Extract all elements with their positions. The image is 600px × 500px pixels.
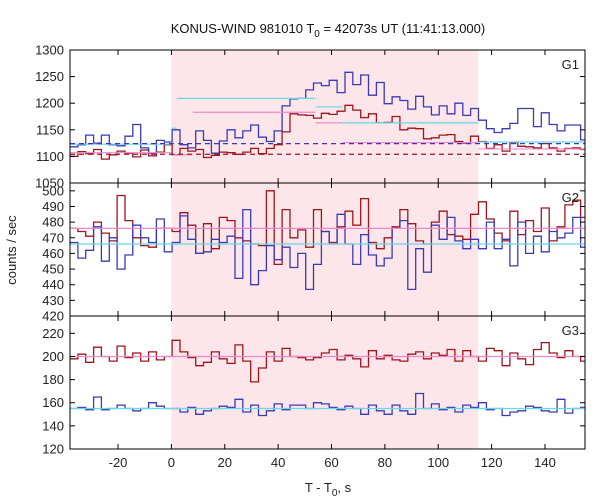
series-layer bbox=[70, 71, 585, 417]
ytick-label-G1-1100: 1100 bbox=[36, 149, 64, 164]
highlight-band-G2 bbox=[171, 183, 479, 316]
xtick-label-120: 120 bbox=[481, 455, 503, 470]
xtick-label-100: 100 bbox=[427, 455, 449, 470]
xtick-label-60: 60 bbox=[324, 455, 338, 470]
ytick-label-G2-450: 450 bbox=[42, 262, 64, 277]
ytick-label-G3-160: 160 bbox=[42, 395, 64, 410]
panel-G1-series bbox=[70, 71, 585, 160]
series-G2-blue-histogram bbox=[70, 208, 585, 291]
panel-label-G2: G2 bbox=[562, 190, 579, 205]
ytick-label-G3-200: 200 bbox=[42, 349, 64, 364]
ytick-label-G3-220: 220 bbox=[42, 326, 64, 341]
panel-G3-series bbox=[70, 339, 585, 417]
ytick-label-G1-1300: 1300 bbox=[35, 43, 64, 58]
ytick-label-G2-430: 430 bbox=[42, 293, 64, 308]
panel-G2-series bbox=[70, 190, 585, 291]
xtick-label-40: 40 bbox=[271, 455, 285, 470]
panel-label-G3: G3 bbox=[562, 323, 579, 338]
ytick-label-G2-480: 480 bbox=[42, 215, 64, 230]
series-G3-red-histogram bbox=[70, 339, 585, 383]
tick-labels: 105011001150120012501300G142043044045046… bbox=[35, 43, 579, 471]
ytick-label-G3-180: 180 bbox=[42, 372, 64, 387]
axes-frames bbox=[69, 49, 586, 450]
ytick-label-G3-140: 140 bbox=[42, 418, 64, 433]
ytick-label-G3-120: 120 bbox=[42, 442, 64, 457]
ytick-label-G1-1200: 1200 bbox=[35, 96, 64, 111]
highlight-band-G1 bbox=[171, 50, 479, 183]
xtick-label-20: 20 bbox=[218, 455, 232, 470]
y-axis-label: counts / sec bbox=[4, 215, 19, 285]
ytick-label-G1-1250: 1250 bbox=[35, 69, 64, 84]
ytick-label-G2-470: 470 bbox=[42, 230, 64, 245]
x-axis-label: T - T0, s bbox=[305, 480, 352, 499]
ytick-label-G2-420: 420 bbox=[42, 309, 64, 324]
chart-title: KONUS-WIND 981010 T0 = 42073s UT (11:41:… bbox=[171, 21, 485, 40]
panel-frame-G3 bbox=[69, 315, 586, 450]
series-G1-blue-histogram bbox=[70, 71, 585, 154]
ytick-label-G2-490: 490 bbox=[42, 199, 64, 214]
ytick-label-G2-440: 440 bbox=[42, 277, 64, 292]
xtick-label-0: 0 bbox=[168, 455, 175, 470]
highlight-band-G3 bbox=[171, 316, 479, 449]
ytick-label-G2-500: 500 bbox=[42, 183, 64, 198]
panel-label-G1: G1 bbox=[562, 57, 579, 72]
ytick-label-G1-1050: 1050 bbox=[35, 176, 64, 191]
xtick-label--20: -20 bbox=[109, 455, 128, 470]
highlight-region bbox=[171, 50, 479, 449]
ytick-label-G1-1150: 1150 bbox=[36, 122, 64, 137]
xtick-label-80: 80 bbox=[378, 455, 392, 470]
ytick-label-G2-460: 460 bbox=[42, 246, 64, 261]
xtick-label-140: 140 bbox=[534, 455, 556, 470]
